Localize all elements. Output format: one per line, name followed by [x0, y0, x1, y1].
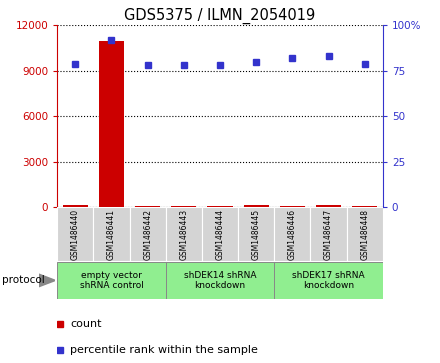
- Text: GSM1486446: GSM1486446: [288, 208, 297, 260]
- Text: GSM1486445: GSM1486445: [252, 208, 260, 260]
- Text: GSM1486444: GSM1486444: [216, 208, 224, 260]
- Text: shDEK17 shRNA
knockdown: shDEK17 shRNA knockdown: [292, 271, 365, 290]
- Bar: [202, 207, 238, 261]
- Polygon shape: [39, 274, 55, 287]
- Text: shDEK14 shRNA
knockdown: shDEK14 shRNA knockdown: [184, 271, 256, 290]
- Text: percentile rank within the sample: percentile rank within the sample: [70, 345, 258, 355]
- Bar: [274, 262, 383, 299]
- Bar: [93, 207, 129, 261]
- Bar: [243, 205, 269, 207]
- Text: GSM1486440: GSM1486440: [71, 208, 80, 260]
- Bar: [135, 206, 160, 207]
- Bar: [171, 206, 197, 207]
- Bar: [129, 207, 166, 261]
- Bar: [280, 206, 305, 207]
- Bar: [99, 41, 124, 207]
- Bar: [57, 207, 93, 261]
- Text: GSM1486443: GSM1486443: [180, 208, 188, 260]
- Bar: [316, 205, 341, 207]
- Bar: [166, 262, 274, 299]
- Text: GSM1486441: GSM1486441: [107, 208, 116, 260]
- Text: count: count: [70, 319, 102, 329]
- Bar: [274, 207, 311, 261]
- Text: protocol: protocol: [2, 276, 45, 285]
- Text: GSM1486447: GSM1486447: [324, 208, 333, 260]
- Text: GSM1486448: GSM1486448: [360, 208, 369, 260]
- Bar: [57, 262, 166, 299]
- Bar: [166, 207, 202, 261]
- Bar: [352, 205, 378, 207]
- Title: GDS5375 / ILMN_2054019: GDS5375 / ILMN_2054019: [125, 8, 315, 24]
- Text: empty vector
shRNA control: empty vector shRNA control: [80, 271, 143, 290]
- Bar: [347, 207, 383, 261]
- Bar: [238, 207, 274, 261]
- Bar: [311, 207, 347, 261]
- Bar: [62, 205, 88, 207]
- Text: GSM1486442: GSM1486442: [143, 208, 152, 260]
- Bar: [207, 205, 233, 207]
